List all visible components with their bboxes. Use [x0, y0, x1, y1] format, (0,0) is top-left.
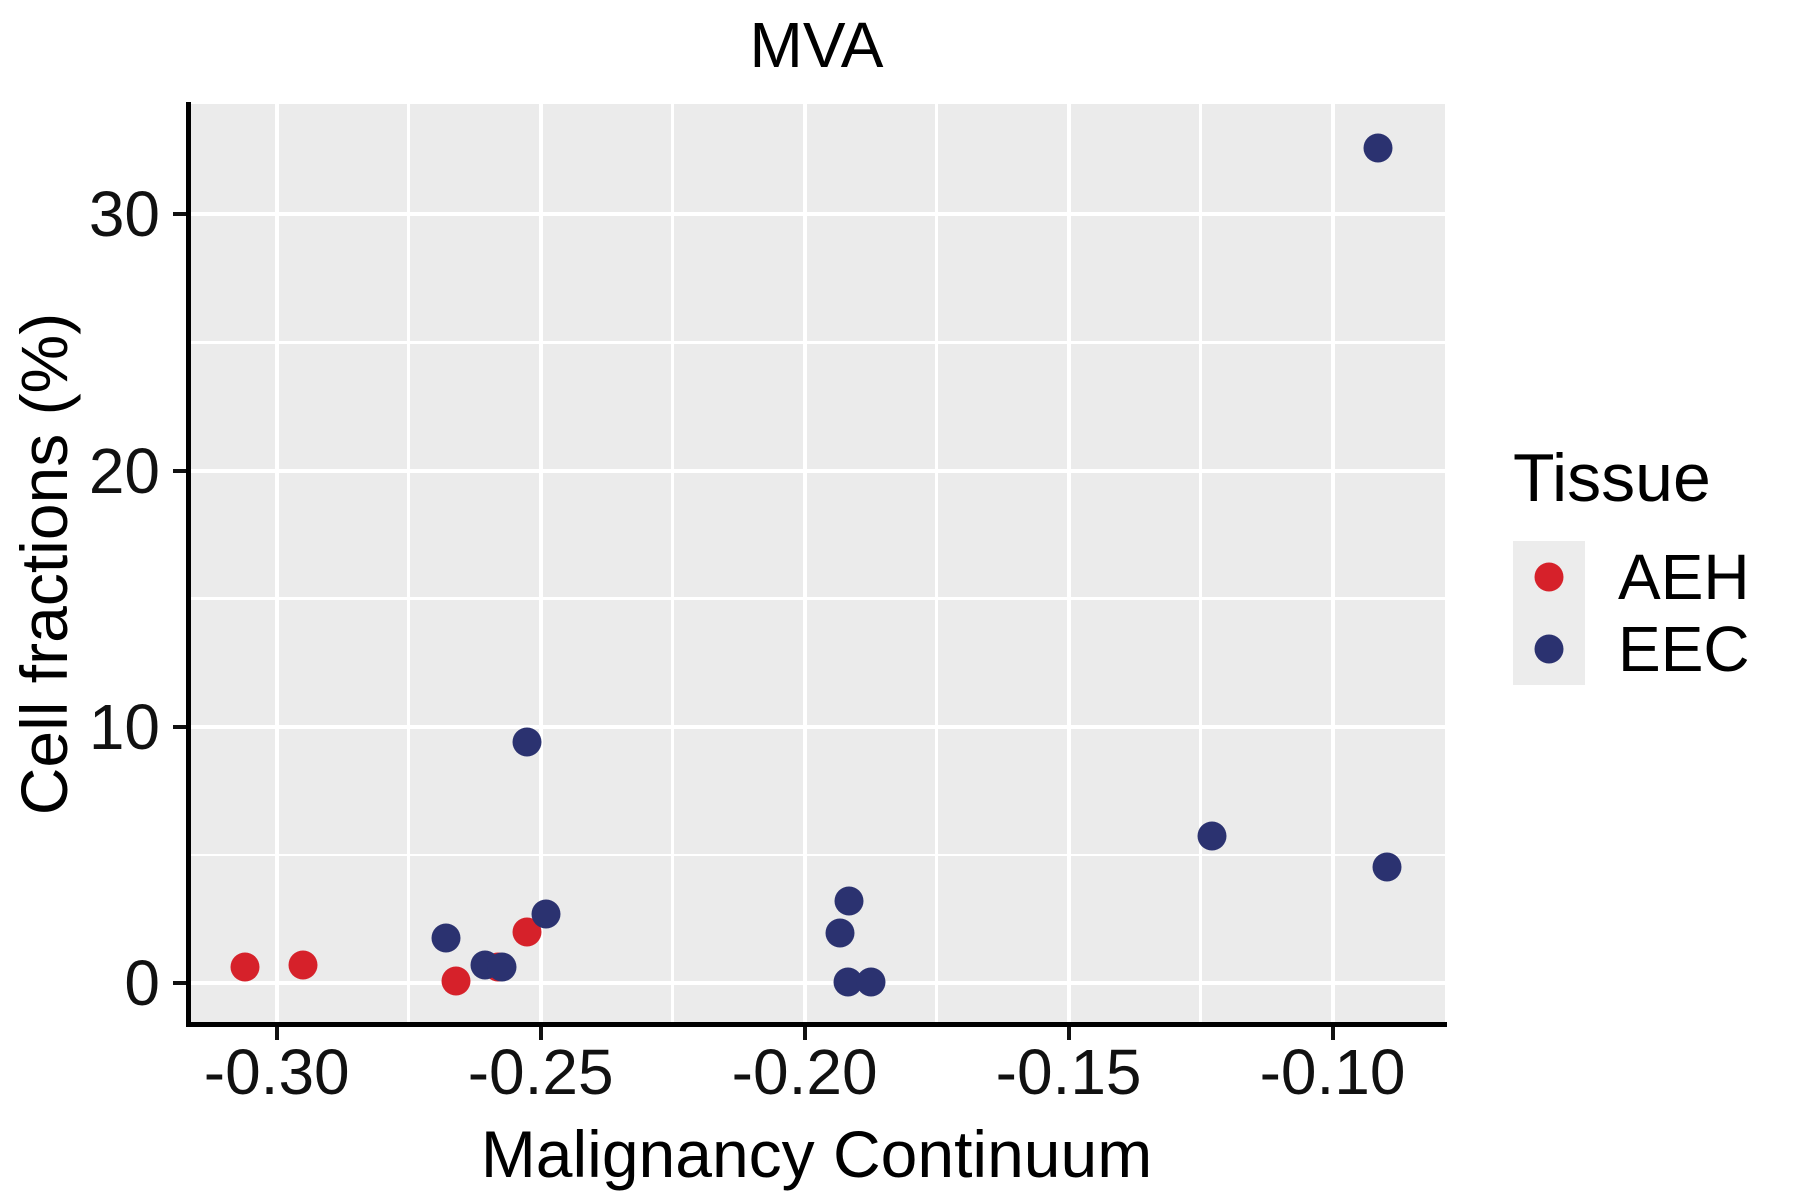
- major-gridline-horizontal: [188, 981, 1445, 986]
- y-tick-mark: [173, 981, 186, 986]
- legend-title: Tissue: [1513, 440, 1711, 516]
- x-tick-mark: [274, 1027, 279, 1040]
- legend-dot-icon: [1534, 634, 1564, 664]
- minor-gridline-vertical: [407, 104, 410, 1024]
- data-point-EEC: [1197, 821, 1227, 851]
- x-tick-label: -0.25: [467, 1036, 614, 1108]
- x-tick-label: -0.30: [203, 1036, 350, 1108]
- data-point-EEC: [825, 918, 855, 948]
- y-tick-label: 10: [88, 690, 160, 763]
- x-tick-mark: [802, 1027, 807, 1040]
- y-tick-label: 0: [124, 947, 160, 1020]
- minor-gridline-vertical: [935, 104, 938, 1024]
- data-point-EEC: [431, 923, 461, 953]
- data-point-EEC: [487, 952, 517, 982]
- major-gridline-vertical: [1066, 104, 1071, 1024]
- data-point-EEC: [512, 727, 542, 757]
- y-tick-mark: [173, 468, 186, 473]
- legend-key-box: [1513, 541, 1585, 613]
- legend-key-box: [1513, 613, 1585, 685]
- data-point-EEC: [1372, 852, 1402, 882]
- major-gridline-vertical: [1330, 104, 1335, 1024]
- data-point-EEC: [856, 967, 886, 997]
- major-gridline-vertical: [538, 104, 543, 1024]
- y-tick-mark: [173, 724, 186, 729]
- major-gridline-horizontal: [188, 724, 1445, 729]
- minor-gridline-horizontal: [188, 853, 1445, 857]
- x-tick-label: -0.20: [731, 1036, 878, 1108]
- data-point-EEC: [531, 899, 561, 929]
- data-point-AEH: [288, 950, 318, 980]
- x-tick-label: -0.15: [995, 1036, 1142, 1108]
- x-axis-line: [186, 1022, 1447, 1027]
- x-tick-label: -0.10: [1259, 1036, 1406, 1108]
- x-tick-mark: [538, 1027, 543, 1040]
- x-axis-title: Malignancy Continuum: [480, 1117, 1153, 1191]
- y-tick-label: 30: [88, 178, 160, 251]
- data-point-EEC: [834, 886, 864, 916]
- plot-panel: [188, 104, 1445, 1024]
- data-point-EEC: [1363, 133, 1393, 163]
- minor-gridline-vertical: [671, 104, 674, 1024]
- y-tick-mark: [173, 212, 186, 217]
- major-gridline-horizontal: [188, 468, 1445, 473]
- major-gridline-vertical: [274, 104, 279, 1024]
- legend-dot-icon: [1534, 562, 1564, 592]
- major-gridline-vertical: [802, 104, 807, 1024]
- data-point-AEH: [230, 952, 260, 982]
- x-tick-mark: [1066, 1027, 1071, 1040]
- y-axis-line: [186, 102, 191, 1027]
- x-tick-mark: [1330, 1027, 1335, 1040]
- major-gridline-horizontal: [188, 212, 1445, 217]
- minor-gridline-horizontal: [188, 597, 1445, 600]
- y-tick-label: 20: [88, 434, 160, 507]
- data-point-AEH: [441, 966, 471, 996]
- legend-label: AEH: [1618, 541, 1750, 613]
- chart-title: MVA: [749, 9, 884, 81]
- minor-gridline-vertical: [1199, 104, 1202, 1024]
- legend-label: EEC: [1618, 613, 1750, 685]
- minor-gridline-horizontal: [188, 341, 1445, 344]
